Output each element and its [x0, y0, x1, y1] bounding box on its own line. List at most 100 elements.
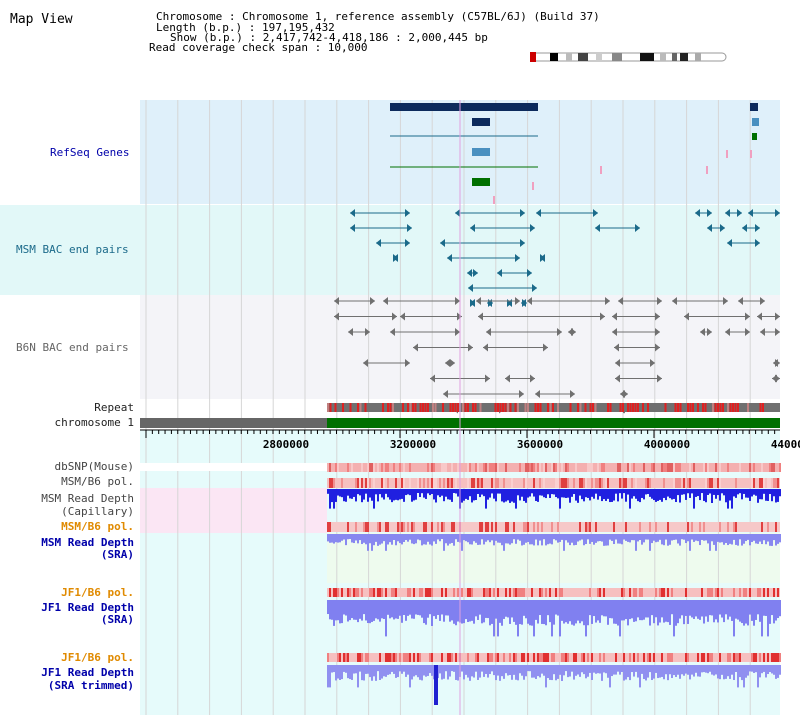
repeat-element — [527, 403, 529, 412]
depth-bar — [751, 600, 753, 621]
depth-bar — [693, 534, 695, 542]
chromosome-bar[interactable] — [327, 418, 780, 428]
repeat-element — [464, 403, 467, 412]
depth-bar — [745, 489, 747, 498]
depth-bar — [749, 600, 751, 615]
depth-bar — [439, 534, 441, 542]
b6n-bac-label[interactable]: B6N BAC end pairs — [16, 341, 129, 354]
depth-bar — [775, 489, 777, 503]
depth-bar — [365, 665, 367, 674]
depth-bar — [569, 665, 571, 677]
variation-cell — [727, 653, 729, 662]
depth-bar — [421, 489, 423, 494]
depth-bar — [399, 665, 401, 672]
depth-bar — [457, 534, 459, 542]
depth-bar — [623, 665, 625, 681]
variation-cell — [561, 653, 563, 662]
depth-bar — [401, 600, 403, 623]
depth-bar — [377, 600, 379, 620]
b6n-bac-track[interactable] — [334, 297, 780, 414]
variation-cell — [395, 653, 397, 662]
msm-bac-track[interactable] — [350, 209, 780, 307]
depth-bar — [685, 489, 687, 500]
variation-cell — [383, 478, 385, 488]
variation-cell — [543, 463, 545, 472]
depth-bar — [757, 600, 759, 615]
depth-bar — [585, 665, 587, 679]
depth-bar — [341, 489, 343, 498]
repeat-track[interactable] — [327, 403, 780, 412]
variation-cell — [473, 478, 475, 488]
variation-cell — [333, 478, 335, 488]
depth-bar — [415, 534, 417, 544]
depth-bar — [655, 600, 657, 618]
depth-bar — [687, 600, 689, 624]
chromosome-label: chromosome 1 — [55, 416, 134, 429]
variation-cell — [671, 653, 673, 662]
depth-bar — [711, 665, 713, 675]
variation-cell — [543, 478, 545, 488]
depth-bar — [703, 600, 705, 624]
depth-bar — [337, 534, 339, 543]
msm-bac-pair-end — [727, 239, 732, 247]
depth-bar — [429, 534, 431, 545]
depth-bar — [471, 489, 473, 503]
variation-cell — [441, 653, 443, 662]
refseq-genes-track[interactable] — [390, 103, 759, 204]
variation-cell — [669, 463, 671, 472]
variation-cell — [333, 588, 335, 597]
depth-bar — [539, 600, 541, 616]
depth-bar — [351, 665, 353, 680]
depth-bar — [345, 665, 347, 673]
variation-cell — [557, 522, 559, 532]
depth-bar — [339, 600, 341, 624]
depth-bar — [537, 665, 539, 677]
variation-cell — [359, 653, 361, 662]
variation-cell — [523, 522, 525, 532]
repeat-element — [697, 403, 699, 412]
variation-cell — [589, 588, 591, 597]
msm-bac-pair-end — [447, 254, 452, 262]
depth-bar — [529, 489, 531, 497]
b6n-bac-pair-end — [725, 328, 730, 336]
depth-bar — [441, 534, 443, 540]
repeat-element — [434, 403, 437, 412]
variation-cell — [545, 463, 547, 472]
variation-cell — [483, 588, 485, 597]
variation-cell — [373, 478, 375, 488]
b6n-bac-pair-end — [672, 297, 677, 305]
repeat-element — [539, 403, 542, 412]
depth-bar — [377, 489, 379, 502]
depth-bar — [693, 489, 695, 509]
msm-bac-pair-end — [595, 224, 600, 232]
variation-cell — [519, 463, 521, 472]
depth-bar — [605, 600, 607, 617]
b6n-bac-pair-end — [515, 297, 520, 305]
depth-bar — [649, 534, 651, 551]
depth-bar — [331, 489, 333, 503]
chromosome-ideogram[interactable] — [530, 52, 727, 62]
variation-cell — [527, 522, 529, 532]
b6n-bac-pair-end — [738, 297, 743, 305]
variation-cell — [431, 588, 433, 597]
variation-cell — [767, 478, 769, 488]
msm-bac-label[interactable]: MSM BAC end pairs — [16, 243, 129, 256]
repeat-element — [507, 403, 509, 412]
depth-bar — [441, 489, 443, 496]
variation-cell — [379, 653, 381, 662]
depth-bar — [609, 534, 611, 540]
depth-bar — [489, 665, 491, 675]
repeat-element — [534, 403, 537, 412]
depth-bar — [577, 489, 579, 503]
variation-cell — [673, 478, 675, 488]
variation-depth-tracks[interactable] — [140, 463, 781, 705]
depth-bar — [457, 665, 459, 681]
depth-bar — [473, 665, 475, 678]
depth-bar — [743, 534, 745, 544]
repeat-element — [727, 403, 729, 412]
variation-cell — [421, 588, 423, 597]
variation-cell — [763, 478, 765, 488]
depth-bar — [625, 665, 627, 680]
variation-cell — [329, 522, 331, 532]
refseq-genes-label[interactable]: RefSeq Genes — [50, 146, 129, 159]
